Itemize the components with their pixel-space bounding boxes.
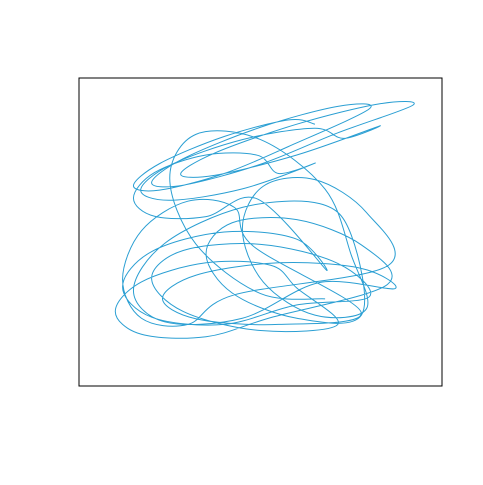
- curve: [114, 100, 415, 339]
- plot-frame: [78, 77, 443, 387]
